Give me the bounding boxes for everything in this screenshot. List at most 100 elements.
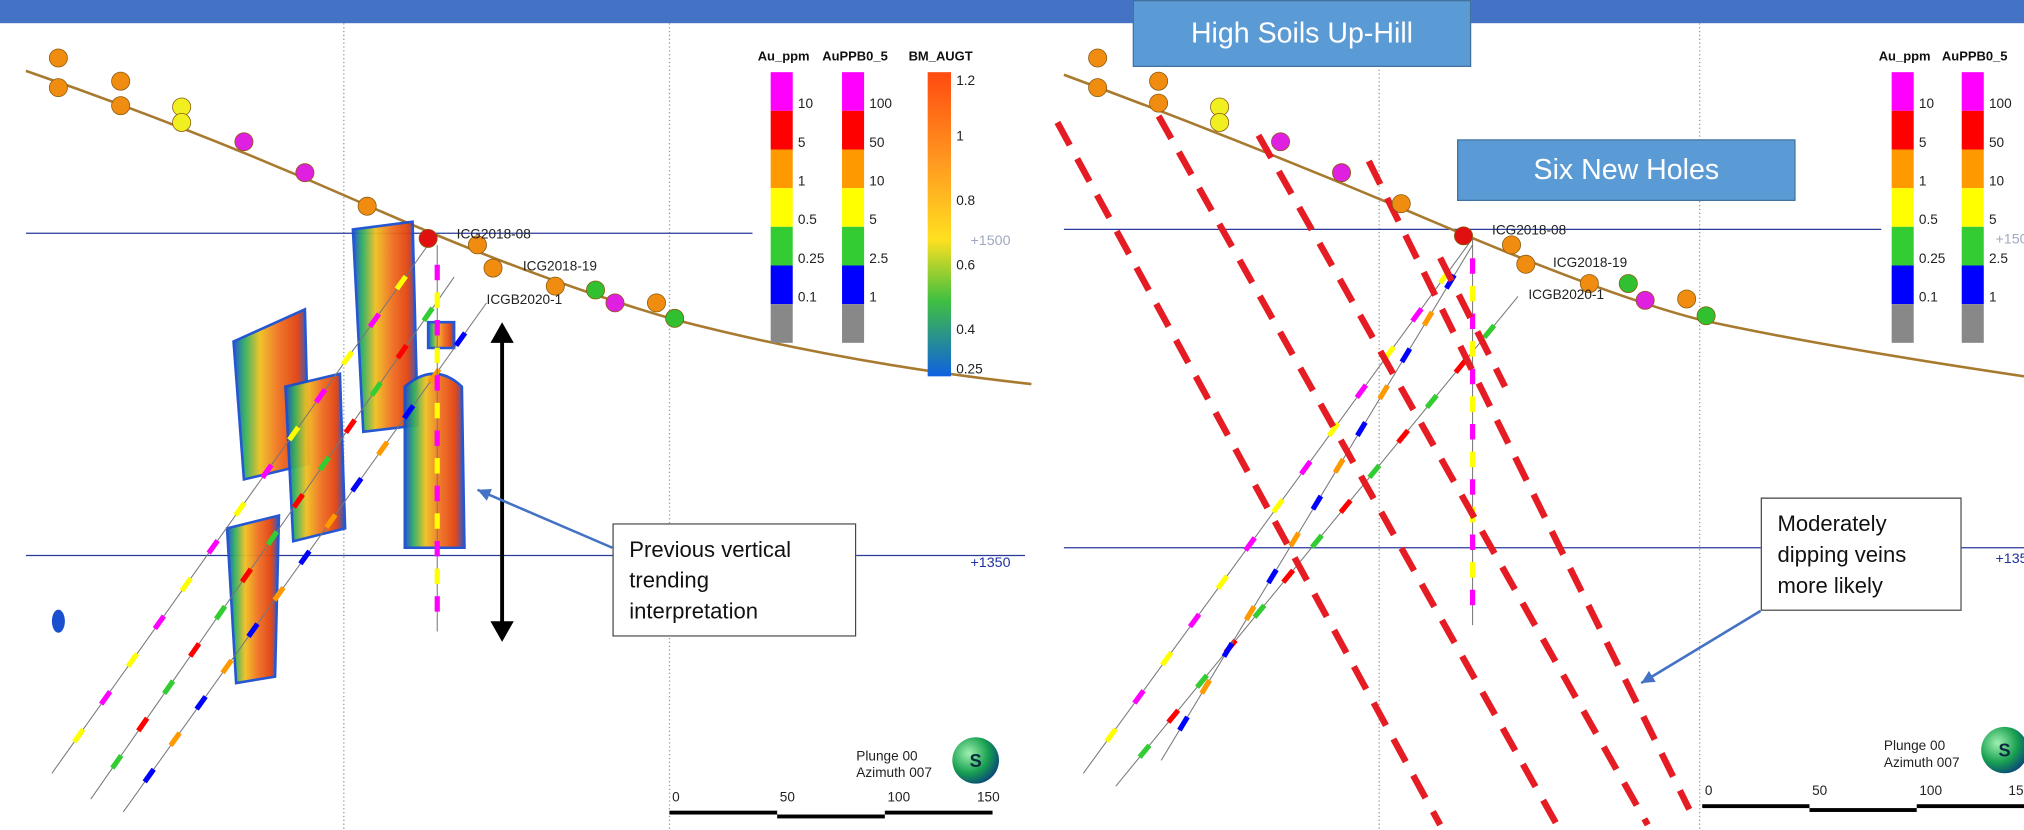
azimuth: Azimuth 007 <box>856 765 932 780</box>
legend-label: 2.5 <box>1989 251 2008 266</box>
legend-swatch <box>1892 227 1914 266</box>
legend-swatch <box>771 150 793 189</box>
assay-interval <box>435 458 440 473</box>
assay-interval <box>1470 369 1475 384</box>
legend-label: 100 <box>1989 96 2012 111</box>
assay-interval <box>1216 574 1229 590</box>
hole-label: ICGB2020-1 <box>487 292 563 307</box>
assay-interval <box>435 348 440 363</box>
assay-interval <box>435 569 440 584</box>
legend-title: AuPPB0_5 <box>1942 49 2008 64</box>
assay-interval <box>180 577 193 593</box>
legend-label: 50 <box>869 135 885 150</box>
assay-interval <box>1470 534 1475 549</box>
scale-segment <box>885 811 993 815</box>
assay-interval <box>233 501 246 517</box>
top-bar <box>0 0 2024 23</box>
scale-label: 0 <box>672 790 680 805</box>
soil-sample <box>173 113 191 131</box>
assay-interval <box>1470 479 1475 494</box>
soil-sample <box>484 259 502 277</box>
legend-label: 100 <box>869 96 892 111</box>
legend-swatch <box>1962 150 1984 189</box>
legend-swatch <box>771 188 793 227</box>
assay-interval <box>341 350 354 366</box>
assay-interval <box>1310 534 1324 549</box>
assay-interval <box>1482 324 1496 339</box>
assay-interval <box>1377 384 1389 400</box>
assay-interval <box>1244 605 1256 621</box>
legend-swatch <box>842 304 864 343</box>
assay-interval <box>376 441 389 457</box>
legend-swatch <box>771 304 793 343</box>
assay-interval <box>1400 347 1412 363</box>
legend-swatch <box>842 111 864 150</box>
assay-interval <box>153 615 166 631</box>
assay-interval <box>435 403 440 418</box>
compass-label: S <box>970 751 982 771</box>
legend-swatch <box>1892 150 1914 189</box>
legend-label: 5 <box>1989 212 1997 227</box>
legend-label: 10 <box>869 174 885 189</box>
legend-swatch <box>1962 111 1984 150</box>
soil-sample <box>1271 133 1289 151</box>
assay-interval <box>1425 394 1439 409</box>
left-panel: +1500+1350ICG2018-08ICG2018-19ICGB2020-1… <box>26 23 1032 830</box>
hole-label: ICG2018-19 <box>523 259 597 274</box>
assay-interval <box>350 477 363 493</box>
assay-interval <box>1104 727 1117 743</box>
assay-interval <box>1160 651 1173 667</box>
callout: Previous vertical trending interpretatio… <box>612 523 856 636</box>
assay-interval <box>1281 569 1295 584</box>
orebody <box>428 322 454 348</box>
assay-interval <box>1266 568 1278 584</box>
assay-interval <box>1188 613 1201 629</box>
assay-interval <box>1470 590 1475 605</box>
callout: Moderately dipping veins more likely <box>1761 497 1962 610</box>
elevation-label: +1350 <box>1995 551 2024 567</box>
soil-sample <box>1619 275 1637 293</box>
assay-interval <box>1177 716 1189 732</box>
legend-swatch <box>1962 227 1984 266</box>
assay-interval <box>435 430 440 445</box>
plunge: Plunge 00 <box>1884 738 1946 753</box>
azimuth: Azimuth 007 <box>1884 755 1960 770</box>
assay-interval <box>194 695 207 711</box>
legend-label: 50 <box>1989 135 2005 150</box>
assay-interval <box>435 375 440 390</box>
assay-interval <box>435 292 440 307</box>
legend-title: AuPPB0_5 <box>822 49 888 64</box>
scale-label: 50 <box>1812 783 1828 798</box>
legend-swatch <box>1962 265 1984 304</box>
soil-sample <box>1089 79 1107 97</box>
soil-sample <box>49 79 67 97</box>
assay-interval <box>1470 258 1475 273</box>
heading-box: High Soils Up-Hill <box>1133 0 1472 67</box>
assay-interval <box>1470 396 1475 411</box>
assay-interval <box>214 605 227 621</box>
scale-label: 50 <box>780 790 796 805</box>
soil-sample <box>647 294 665 312</box>
legend-swatch <box>771 72 793 111</box>
assay-interval <box>110 754 123 770</box>
assay-interval <box>126 652 139 668</box>
soil-sample <box>1392 195 1410 213</box>
assay-interval <box>1166 709 1180 724</box>
assay-interval <box>435 265 440 280</box>
legend-swatch <box>771 111 793 150</box>
legend-label: 0.8 <box>956 193 975 208</box>
vein-line <box>1259 135 1648 825</box>
assay-interval <box>1311 495 1323 511</box>
hole-label: ICGB2020-1 <box>1528 287 1604 302</box>
assay-interval <box>220 659 233 675</box>
legend-label: 0.6 <box>956 257 975 272</box>
scale-label: 100 <box>1919 783 1942 798</box>
hole-label: ICG2018-08 <box>1492 223 1566 238</box>
assay-interval <box>1355 383 1368 399</box>
soil-sample <box>296 164 314 182</box>
screenshot: +1500+1350ICG2018-08ICG2018-19ICGB2020-1… <box>0 0 2024 830</box>
soil-sample <box>235 133 253 151</box>
scale-label: 0 <box>1705 783 1713 798</box>
assay-interval <box>1470 341 1475 356</box>
